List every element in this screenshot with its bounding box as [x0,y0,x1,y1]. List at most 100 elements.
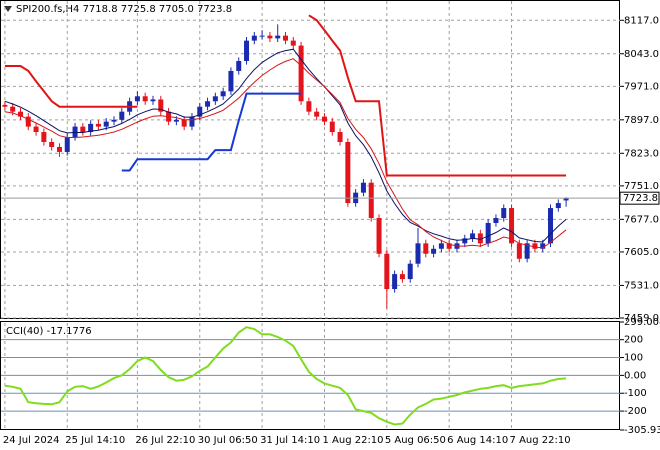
y-tick-label: 7605.0 [624,247,659,258]
candle-body [95,123,101,127]
x-tick-label: 25 Jul 14:10 [65,435,125,446]
candle-body [64,137,70,152]
y-tick-label: 8043.0 [624,49,659,60]
candle-body [470,233,476,239]
x-tick-label: 7 Aug 22:10 [510,435,571,446]
candle-body [205,101,211,107]
candle-body [337,132,343,142]
candle-body [134,96,140,102]
y-tick-label: 200 [624,335,643,346]
candle-body [236,60,242,71]
y-tick-label: -100 [624,388,647,399]
indicator-title: CCI(40) -17.1776 [6,326,92,337]
candle-body [306,101,312,112]
x-tick-label: 6 Aug 14:10 [447,435,508,446]
candle-body [290,40,296,46]
candle-body [189,116,195,127]
candle-body [477,233,483,244]
candle-body [173,119,179,122]
indicator-line [4,326,567,426]
last-price-box [619,191,660,205]
candle-body [80,126,86,133]
chart-title: SPI200.fs,H4 7718.8 7725.8 7705.0 7723.8 [16,4,232,15]
candle-body [251,35,257,41]
candle-body [509,208,515,244]
candle-body [88,123,94,133]
candle-body [197,106,203,117]
y-tick-label: 0.00 [624,370,646,381]
candle-body [2,104,8,107]
candle-body [25,116,31,127]
candle-body [298,45,304,102]
candle-body [212,96,218,102]
candle-body [516,243,522,259]
candle-body [321,116,327,122]
last-price-label: 7723.8 [623,193,658,204]
candle-body [360,182,366,193]
candle-body [275,35,281,39]
candle-body [267,35,273,39]
candle-body [524,243,530,259]
x-tick-label: 1 Aug 22:10 [322,435,383,446]
y-tick-label: 100 [624,353,643,364]
candle-body [376,218,382,254]
y-tick-label: 7823.0 [624,148,659,159]
indicator-line [4,14,567,177]
candle-body [181,119,187,127]
candle-body [72,126,78,138]
candle-body [283,35,288,41]
candle-body [407,263,413,280]
y-tick-label: 7897.0 [624,115,659,126]
y-tick-label: -305.939 [624,425,660,436]
candle-body [10,106,16,112]
candle-body [345,141,351,204]
candle-body [563,198,569,201]
y-tick-label: 7459.0 [624,313,659,324]
candle-body [314,111,320,117]
y-tick-label: 299.0089 [624,317,660,328]
candle-body [415,243,421,264]
candle-body [244,40,250,61]
candle-body [329,121,335,133]
x-tick-label: 30 Jul 06:50 [198,435,258,446]
indicator-line [121,92,302,172]
candle-body [555,203,561,209]
symbol-icon [4,6,12,12]
x-tick-label: 5 Aug 06:50 [385,435,446,446]
candle-body [446,243,452,249]
x-tick-label: 26 Jul 22:10 [135,435,195,446]
y-tick-label: 7531.0 [624,280,659,291]
candle-body [56,146,62,152]
indicator-line [4,58,567,249]
indicator-line [4,48,567,243]
candle-body [49,141,55,147]
y-tick-label: -200 [624,406,647,417]
candle-body [438,243,444,249]
candle-body [392,274,398,290]
candle-body [431,248,437,254]
y-tick-label: 7677.0 [624,214,659,225]
candle-body [111,119,117,122]
candle-body [17,111,23,117]
main-panel-frame [0,0,620,319]
candle-body [548,208,554,244]
candle-body [493,218,499,223]
candle-body [485,222,491,244]
candle-body [501,208,507,219]
candle-body [103,121,109,127]
y-tick-label: 8117.0 [624,15,659,26]
candle-body [142,96,148,102]
candle-body [259,35,265,37]
candle-body [532,243,538,249]
y-tick-label: 7751.0 [624,181,659,192]
candle-body [423,243,429,254]
candle-body [220,91,226,97]
candle-body [33,126,39,133]
candle-body [119,111,125,120]
candle-body [41,132,47,142]
y-tick-label: 7971.0 [624,81,659,92]
candle-body [158,99,164,112]
candle-body [399,274,405,280]
candle-body [462,238,468,244]
